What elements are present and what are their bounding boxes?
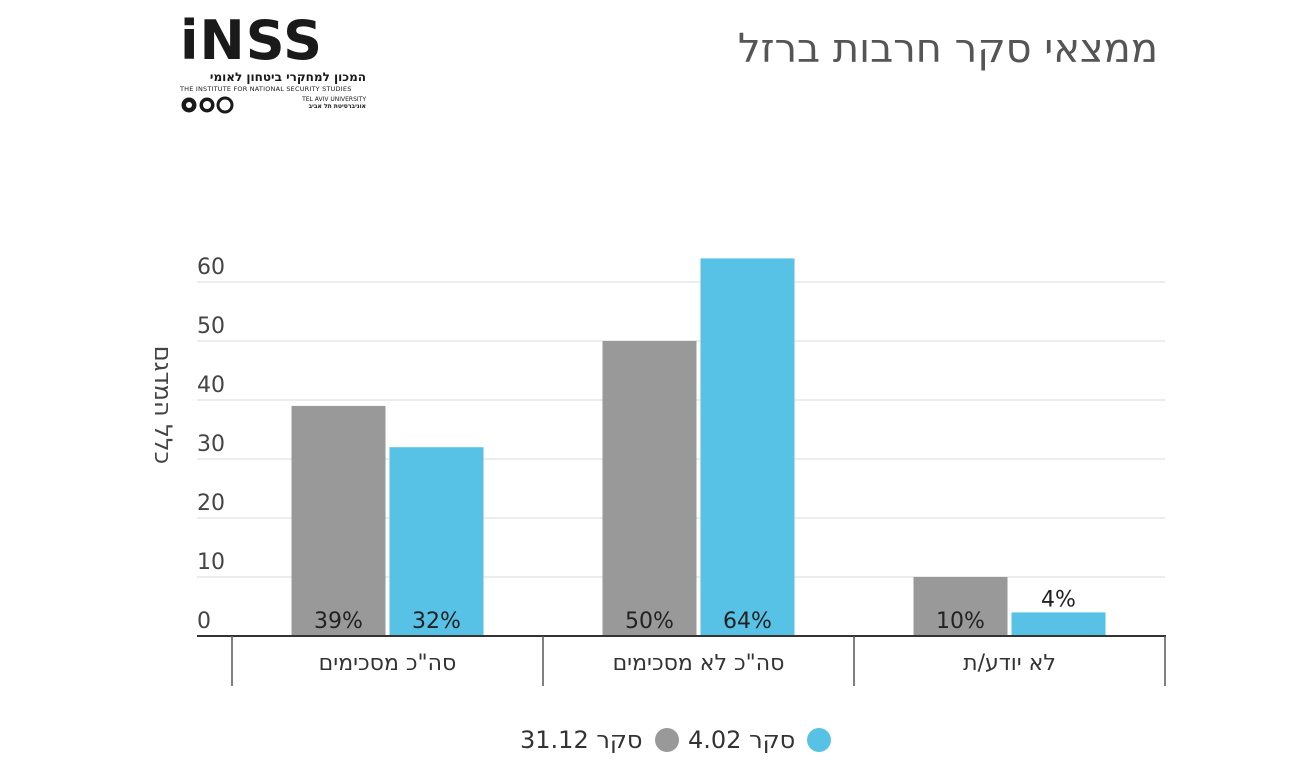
logo-university-he: אוניברסיטת תל אביב — [308, 103, 366, 110]
legend-item-series-2: סקר 4.02 — [688, 722, 832, 758]
y-tick-label-0: 0 — [197, 609, 211, 634]
bar-series-2-cat-3 — [1011, 612, 1106, 636]
logo-hebrew-name: המכון למחקרי ביטחון לאומי — [209, 70, 366, 84]
chart-title: ממצאי סקר חרבות ברזל — [737, 26, 1158, 72]
legend-label-series-1: סקר 31.12 — [520, 726, 643, 754]
data-label-series-2-cat-1: 32% — [412, 609, 461, 634]
bar-series-1-cat-2 — [602, 341, 697, 636]
y-tick-label-10: 10 — [197, 550, 225, 575]
y-tick-label-30: 30 — [197, 432, 225, 457]
legend-label-series-2: סקר 4.02 — [688, 726, 796, 754]
logo-university-en: TEL AVIV UNIVERSITY — [302, 96, 366, 103]
bar-series-1-cat-3 — [913, 577, 1008, 636]
y-tick-label-40: 40 — [197, 373, 225, 398]
data-label-series-2-cat-3: 4% — [1041, 587, 1076, 612]
legend-swatch-series-1 — [654, 728, 679, 752]
y-tick-label-50: 50 — [197, 314, 225, 339]
category-label-3: לא יודע/ת — [963, 651, 1056, 676]
category-label-1: סה"כ מסכימים — [319, 651, 457, 676]
data-label-series-1-cat-3: 10% — [936, 609, 985, 634]
data-label-series-1-cat-2: 50% — [625, 609, 674, 634]
inss-logo: iNSS המכון למחקרי ביטחון לאומי THE INSTI… — [180, 14, 370, 119]
bar-series-2-cat-2 — [700, 258, 795, 636]
data-label-series-1-cat-1: 39% — [314, 609, 363, 634]
legend: סקר 31.12 סקר 4.02 — [0, 722, 1292, 758]
logo-rings-icon — [181, 96, 234, 114]
logo-wordmark: iNSS — [180, 9, 324, 72]
y-axis-label-text: כלל המדגם — [149, 345, 177, 465]
category-label-2: סה"כ לא מסכימים — [613, 651, 785, 676]
data-label-series-2-cat-2: 64% — [723, 609, 772, 634]
logo-english-name: THE INSTITUTE FOR NATIONAL SECURITY STUD… — [180, 85, 352, 93]
y-axis-label: כלל המדגם — [143, 330, 183, 480]
bar-series-2-cat-1 — [389, 447, 484, 636]
legend-swatch-series-2 — [807, 728, 832, 752]
y-tick-label-60: 60 — [197, 255, 225, 280]
y-tick-label-20: 20 — [197, 491, 225, 516]
bar-series-1-cat-1 — [291, 405, 386, 636]
legend-item-series-1: סקר 31.12 — [520, 722, 679, 758]
